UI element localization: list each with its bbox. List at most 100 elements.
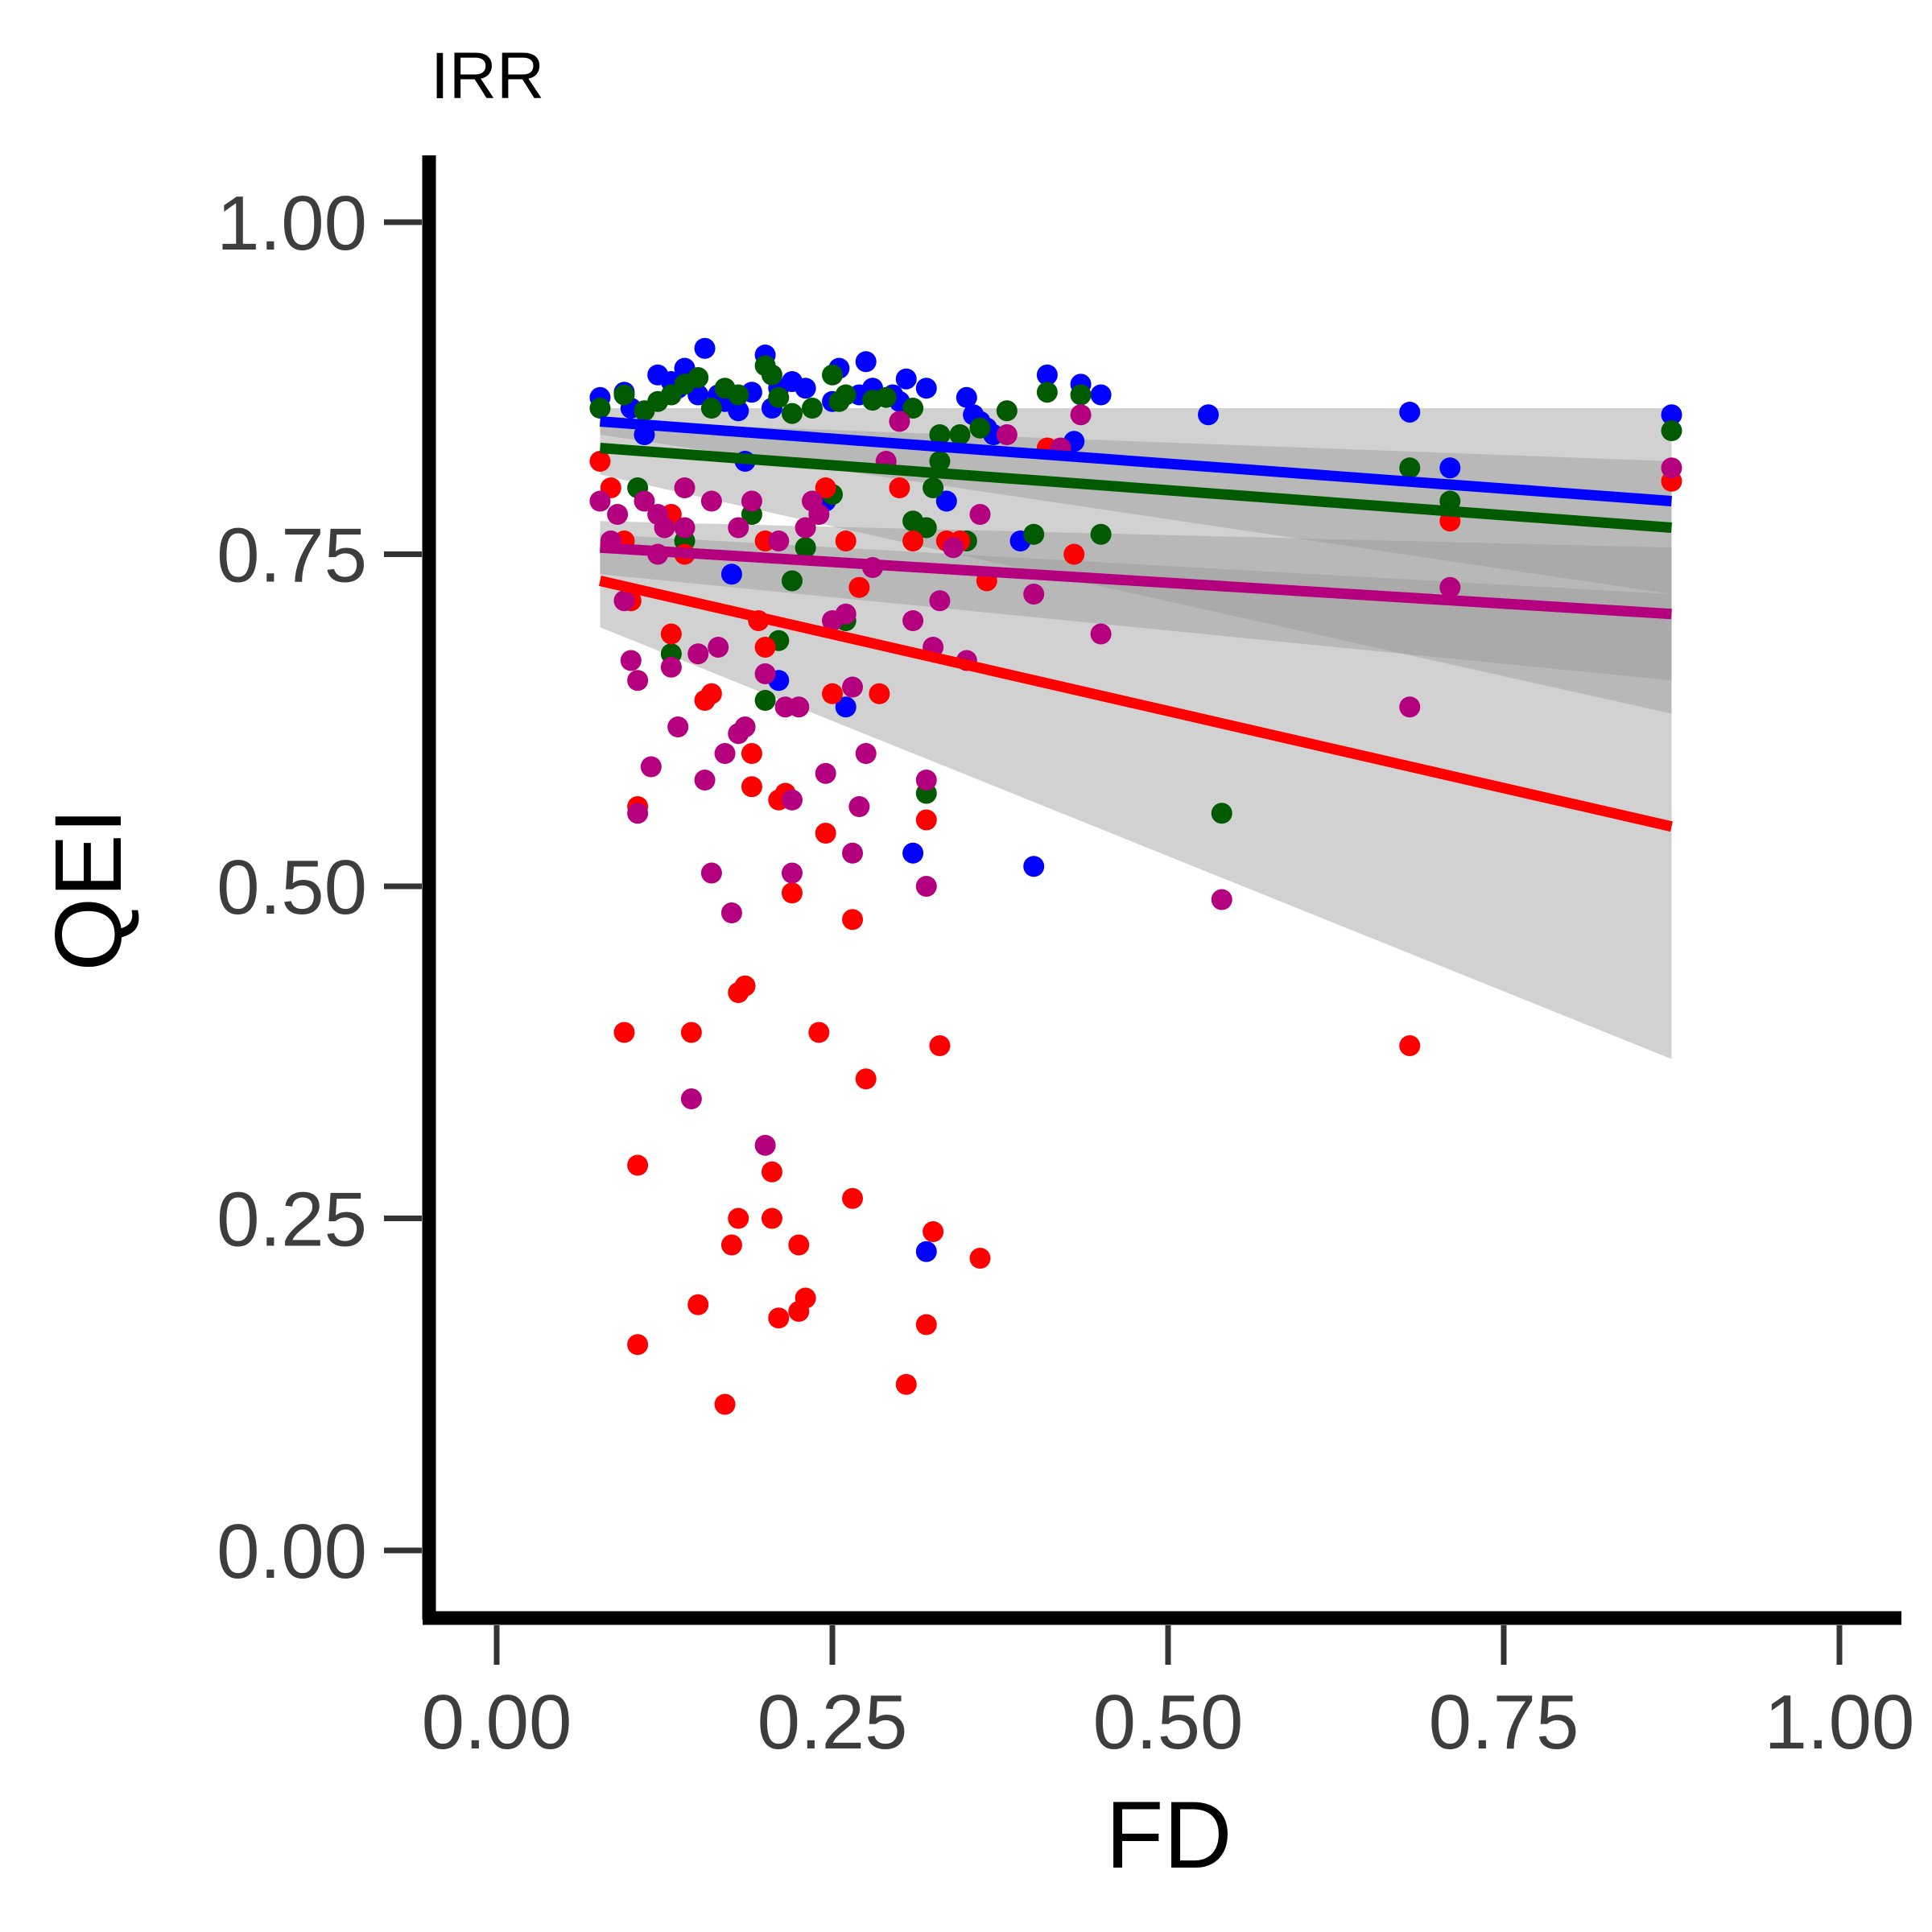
data-point bbox=[728, 384, 749, 406]
data-point bbox=[674, 477, 696, 498]
confidence-band-1 bbox=[600, 421, 1672, 714]
data-point bbox=[1661, 420, 1682, 442]
data-point bbox=[700, 862, 722, 884]
data-point bbox=[589, 398, 611, 419]
data-point bbox=[788, 696, 810, 718]
data-point bbox=[889, 477, 910, 498]
data-point bbox=[680, 1022, 702, 1043]
data-point bbox=[700, 398, 722, 419]
data-point bbox=[848, 796, 870, 817]
data-point bbox=[613, 590, 635, 612]
data-point bbox=[627, 1334, 649, 1356]
data-point bbox=[660, 623, 682, 645]
data-point bbox=[822, 683, 843, 704]
data-point bbox=[842, 1187, 864, 1209]
data-point bbox=[835, 530, 857, 551]
data-point bbox=[848, 576, 870, 598]
data-point bbox=[687, 643, 709, 665]
data-point bbox=[1399, 457, 1421, 479]
data-point bbox=[1023, 856, 1045, 877]
y-tick-label: 0.25 bbox=[217, 1177, 367, 1263]
data-point bbox=[915, 876, 937, 897]
y-ticks: 0.00 0.25 0.50 0.75 1.00 bbox=[217, 180, 422, 1595]
data-point bbox=[720, 902, 742, 923]
data-point bbox=[607, 504, 629, 525]
data-point bbox=[754, 690, 776, 711]
data-point bbox=[935, 490, 957, 512]
data-point bbox=[687, 367, 709, 389]
data-point bbox=[694, 770, 716, 791]
data-point bbox=[781, 882, 803, 904]
data-point bbox=[589, 490, 611, 512]
data-point bbox=[996, 424, 1018, 445]
data-point bbox=[842, 909, 864, 931]
data-point bbox=[627, 670, 649, 691]
chart-title: IRR bbox=[431, 39, 544, 113]
data-point bbox=[1036, 382, 1058, 403]
data-point bbox=[895, 368, 917, 390]
data-point bbox=[687, 1294, 709, 1315]
data-point bbox=[915, 770, 937, 791]
regression-lines bbox=[598, 416, 1673, 832]
data-point bbox=[613, 1022, 635, 1043]
data-point bbox=[923, 477, 944, 498]
data-point bbox=[915, 809, 937, 831]
data-point bbox=[996, 400, 1018, 422]
data-point bbox=[869, 683, 890, 704]
data-point bbox=[835, 603, 857, 625]
data-point bbox=[728, 1208, 749, 1229]
data-point bbox=[835, 384, 857, 406]
data-points bbox=[589, 337, 1682, 1415]
data-point bbox=[620, 650, 642, 671]
data-point bbox=[781, 402, 803, 424]
data-point bbox=[969, 417, 991, 439]
x-axis-title: FD bbox=[1105, 1782, 1232, 1889]
data-point bbox=[902, 842, 924, 864]
data-point bbox=[728, 400, 749, 422]
data-point bbox=[1070, 384, 1092, 406]
data-point bbox=[1023, 523, 1045, 545]
data-point bbox=[855, 351, 877, 373]
data-point bbox=[640, 756, 662, 778]
data-point bbox=[1090, 384, 1112, 406]
data-point bbox=[855, 743, 877, 764]
data-point bbox=[781, 862, 803, 884]
data-point bbox=[1661, 404, 1682, 426]
data-point bbox=[842, 676, 864, 698]
data-point bbox=[589, 451, 611, 472]
data-point bbox=[720, 1234, 742, 1256]
data-point bbox=[741, 743, 762, 764]
data-point bbox=[634, 490, 655, 512]
confidence-band-0 bbox=[600, 408, 1672, 594]
data-point bbox=[627, 1154, 649, 1176]
data-point bbox=[674, 517, 696, 539]
regression-line-0 bbox=[599, 416, 1672, 506]
data-point bbox=[949, 424, 971, 445]
data-point bbox=[1198, 404, 1220, 426]
data-point bbox=[795, 1287, 816, 1309]
x-tick-label: 0.00 bbox=[422, 1679, 572, 1765]
data-point bbox=[795, 378, 816, 399]
data-point bbox=[761, 364, 782, 386]
data-point bbox=[1399, 696, 1421, 718]
data-point bbox=[761, 1208, 782, 1229]
data-point bbox=[855, 1068, 877, 1090]
y-tick-label: 0.75 bbox=[217, 513, 367, 599]
regression-line-1 bbox=[599, 443, 1672, 533]
x-ticks: 0.00 0.25 0.50 0.75 1.00 bbox=[422, 1625, 1915, 1765]
data-point bbox=[1090, 623, 1112, 645]
data-point bbox=[842, 842, 864, 864]
data-point bbox=[915, 378, 937, 399]
data-point bbox=[680, 1088, 702, 1109]
x-tick-label: 1.00 bbox=[1765, 1679, 1915, 1765]
data-point bbox=[1399, 1035, 1421, 1056]
data-point bbox=[1090, 523, 1112, 545]
data-point bbox=[781, 570, 803, 592]
data-point bbox=[788, 1234, 810, 1256]
x-tick-label: 0.50 bbox=[1093, 1679, 1244, 1765]
data-point bbox=[923, 1221, 944, 1242]
regression-line-2 bbox=[598, 576, 1673, 832]
regression-line-3 bbox=[600, 542, 1672, 620]
x-tick-label: 0.75 bbox=[1429, 1679, 1579, 1765]
data-point bbox=[915, 1241, 937, 1262]
